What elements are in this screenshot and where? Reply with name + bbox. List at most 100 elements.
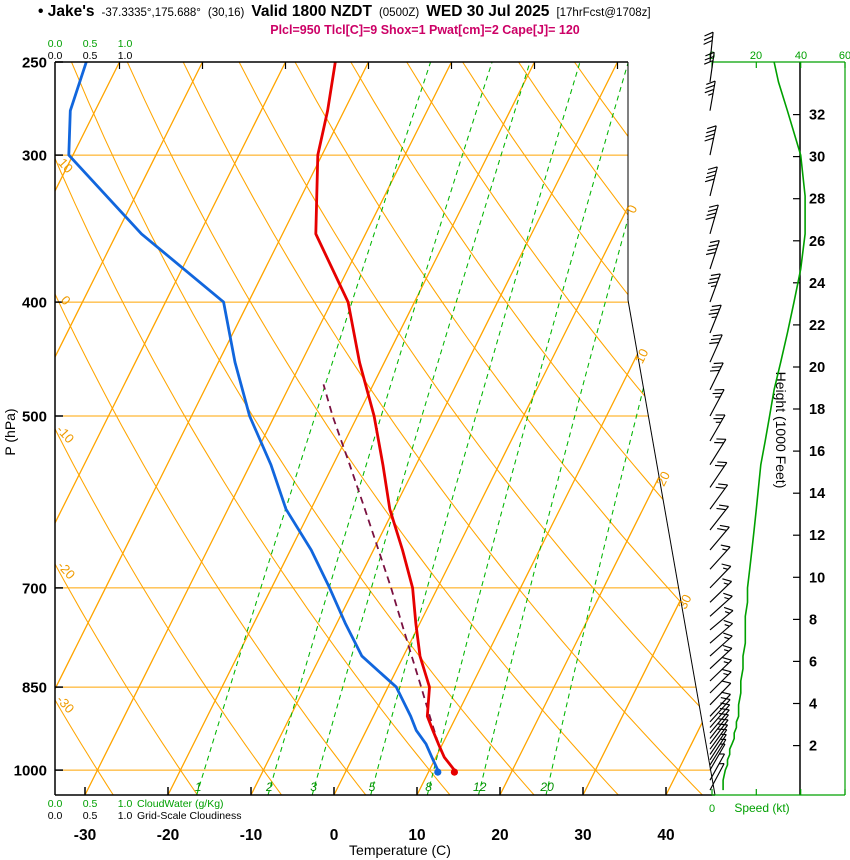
mixing-ratio-line xyxy=(196,62,432,795)
dry-adiabat-line xyxy=(182,62,703,795)
height-tick-label: 32 xyxy=(809,108,825,124)
valid-date: WED 30 Jul 2025 xyxy=(426,3,550,20)
wind-barb-full-tick xyxy=(723,592,733,597)
height-tick-label: 4 xyxy=(809,697,817,713)
wind-barb-full-tick xyxy=(706,170,717,175)
wind-barb-full-tick xyxy=(713,362,724,365)
station-title: • Jake's xyxy=(38,3,95,20)
wind-barb-full-tick xyxy=(709,277,719,281)
wind-barb-staff xyxy=(709,389,725,417)
wind-barb-staff xyxy=(709,506,729,531)
mixing-ratio-line xyxy=(311,62,531,795)
wind-barb-full-tick xyxy=(722,644,733,649)
temperature-axis-title: Temperature (C) xyxy=(349,842,451,858)
wind-barb-full-tick xyxy=(707,125,717,130)
cloudwater-bottom-tick-05: 0.5 xyxy=(83,798,98,810)
height-tick-label: 14 xyxy=(809,486,825,502)
height-tick-label: 26 xyxy=(809,234,825,250)
mixing-ratio-label: 20 xyxy=(539,780,554,794)
mixing-ratio-label: 5 xyxy=(369,780,376,794)
temperature-tick-label: -10 xyxy=(240,827,262,844)
isotherm-line xyxy=(499,62,715,795)
wind-barb-full-tick xyxy=(715,486,726,489)
pressure-tick-label: 500 xyxy=(22,409,47,426)
isotherm-line xyxy=(55,62,121,795)
height-tick-label: 30 xyxy=(809,150,825,166)
temperature-curve xyxy=(314,62,456,772)
isotherm-line xyxy=(250,62,619,795)
wind-barb-staff xyxy=(709,635,733,657)
wind-barb-full-tick xyxy=(704,88,714,94)
wind-barb-staff xyxy=(709,580,732,603)
height-axis-title: Height (1000 Feet) xyxy=(773,372,789,489)
dry-adiabat-line xyxy=(55,62,198,795)
mixing-ratio-line xyxy=(477,62,673,795)
wind-barb-staff xyxy=(709,704,731,728)
forecast-tag: [17hrFcst@1708z] xyxy=(556,7,651,19)
wind-barb-staff xyxy=(709,362,724,391)
wind-barb-staff xyxy=(709,81,716,111)
wind-barb-full-tick xyxy=(706,80,716,85)
dry-adiabat-line xyxy=(55,62,114,795)
surface-dewpoint-dot xyxy=(434,768,442,776)
dewpoint-curve xyxy=(67,62,440,772)
wind-barb-full-tick xyxy=(705,133,715,138)
pressure-tick-label: 850 xyxy=(22,680,47,697)
wind-barb-full-tick xyxy=(704,31,714,37)
wind-barb-full-tick xyxy=(719,504,729,507)
wind-barb-full-tick xyxy=(707,166,718,171)
wind-barb-staff xyxy=(709,682,732,706)
wind-barb-staff xyxy=(709,438,727,466)
isotherm-line xyxy=(167,62,536,795)
wind-barb-full-tick xyxy=(717,728,727,731)
isotherm-line xyxy=(55,62,204,795)
dry-adiabat-line xyxy=(71,62,535,795)
wind-barb-full-tick xyxy=(709,369,720,372)
cloudiness-top-tick-1: 1.0 xyxy=(118,50,133,62)
dry-adiabat-line xyxy=(55,62,283,795)
dry-adiabat-line xyxy=(462,62,715,795)
wind-barb-full-tick xyxy=(721,691,731,695)
wind-barbs xyxy=(703,31,734,791)
isotherm-label: 20 xyxy=(653,469,673,489)
wind-barb-staff xyxy=(709,334,723,363)
isotherm-label: 10 xyxy=(632,346,652,366)
wind-barb-full-tick xyxy=(709,341,719,345)
height-tick-label: 28 xyxy=(809,192,825,208)
mixing-ratio-line xyxy=(267,62,493,795)
height-tick-label: 6 xyxy=(809,654,817,670)
wind-barb-full-tick xyxy=(704,178,715,183)
wind-barb-staff xyxy=(709,734,727,761)
wind-barb-full-tick xyxy=(706,129,716,134)
pressure-tick-label: 700 xyxy=(22,580,47,597)
wind-barb-staff xyxy=(709,671,732,694)
wind-barb-full-tick xyxy=(708,204,719,208)
cloudwater-bottom-tick-1: 1.0 xyxy=(118,798,133,810)
pressure-tick-label: 250 xyxy=(22,55,47,72)
temperature-tick-label: -20 xyxy=(157,827,179,844)
wind-barb-full-tick xyxy=(723,606,734,612)
wind-barb-full-tick xyxy=(717,461,727,464)
valid-time: Valid 1800 NZDT xyxy=(251,3,372,20)
wind-barb-staff xyxy=(709,595,733,617)
wind-barb-full-tick xyxy=(719,712,729,716)
mixing-ratio-labels: 1 2 3 5 8 12 20 xyxy=(195,780,554,794)
wind-barb-full-tick xyxy=(719,524,730,528)
wind-barb-full-tick xyxy=(721,680,731,684)
isotherm-line xyxy=(55,62,370,795)
wind-barb-half-tick xyxy=(711,316,717,319)
wind-barb-full-tick xyxy=(708,312,719,315)
isotherm-line xyxy=(665,62,715,795)
dry-adiabat-line xyxy=(55,62,367,795)
wind-barb-staff xyxy=(709,763,725,791)
mixing-ratio-label: 1 xyxy=(195,780,202,794)
speed-top-tick-60: 60 xyxy=(839,50,850,62)
wind-barb-staff xyxy=(709,739,727,766)
wind-barb-staff xyxy=(709,719,729,745)
wind-barb-full-tick xyxy=(710,273,721,277)
wind-barb-half-tick xyxy=(710,285,717,288)
wind-barb-staff xyxy=(709,304,722,334)
cloudwater-axis-title: CloudWater (g/Kg) xyxy=(137,798,224,810)
